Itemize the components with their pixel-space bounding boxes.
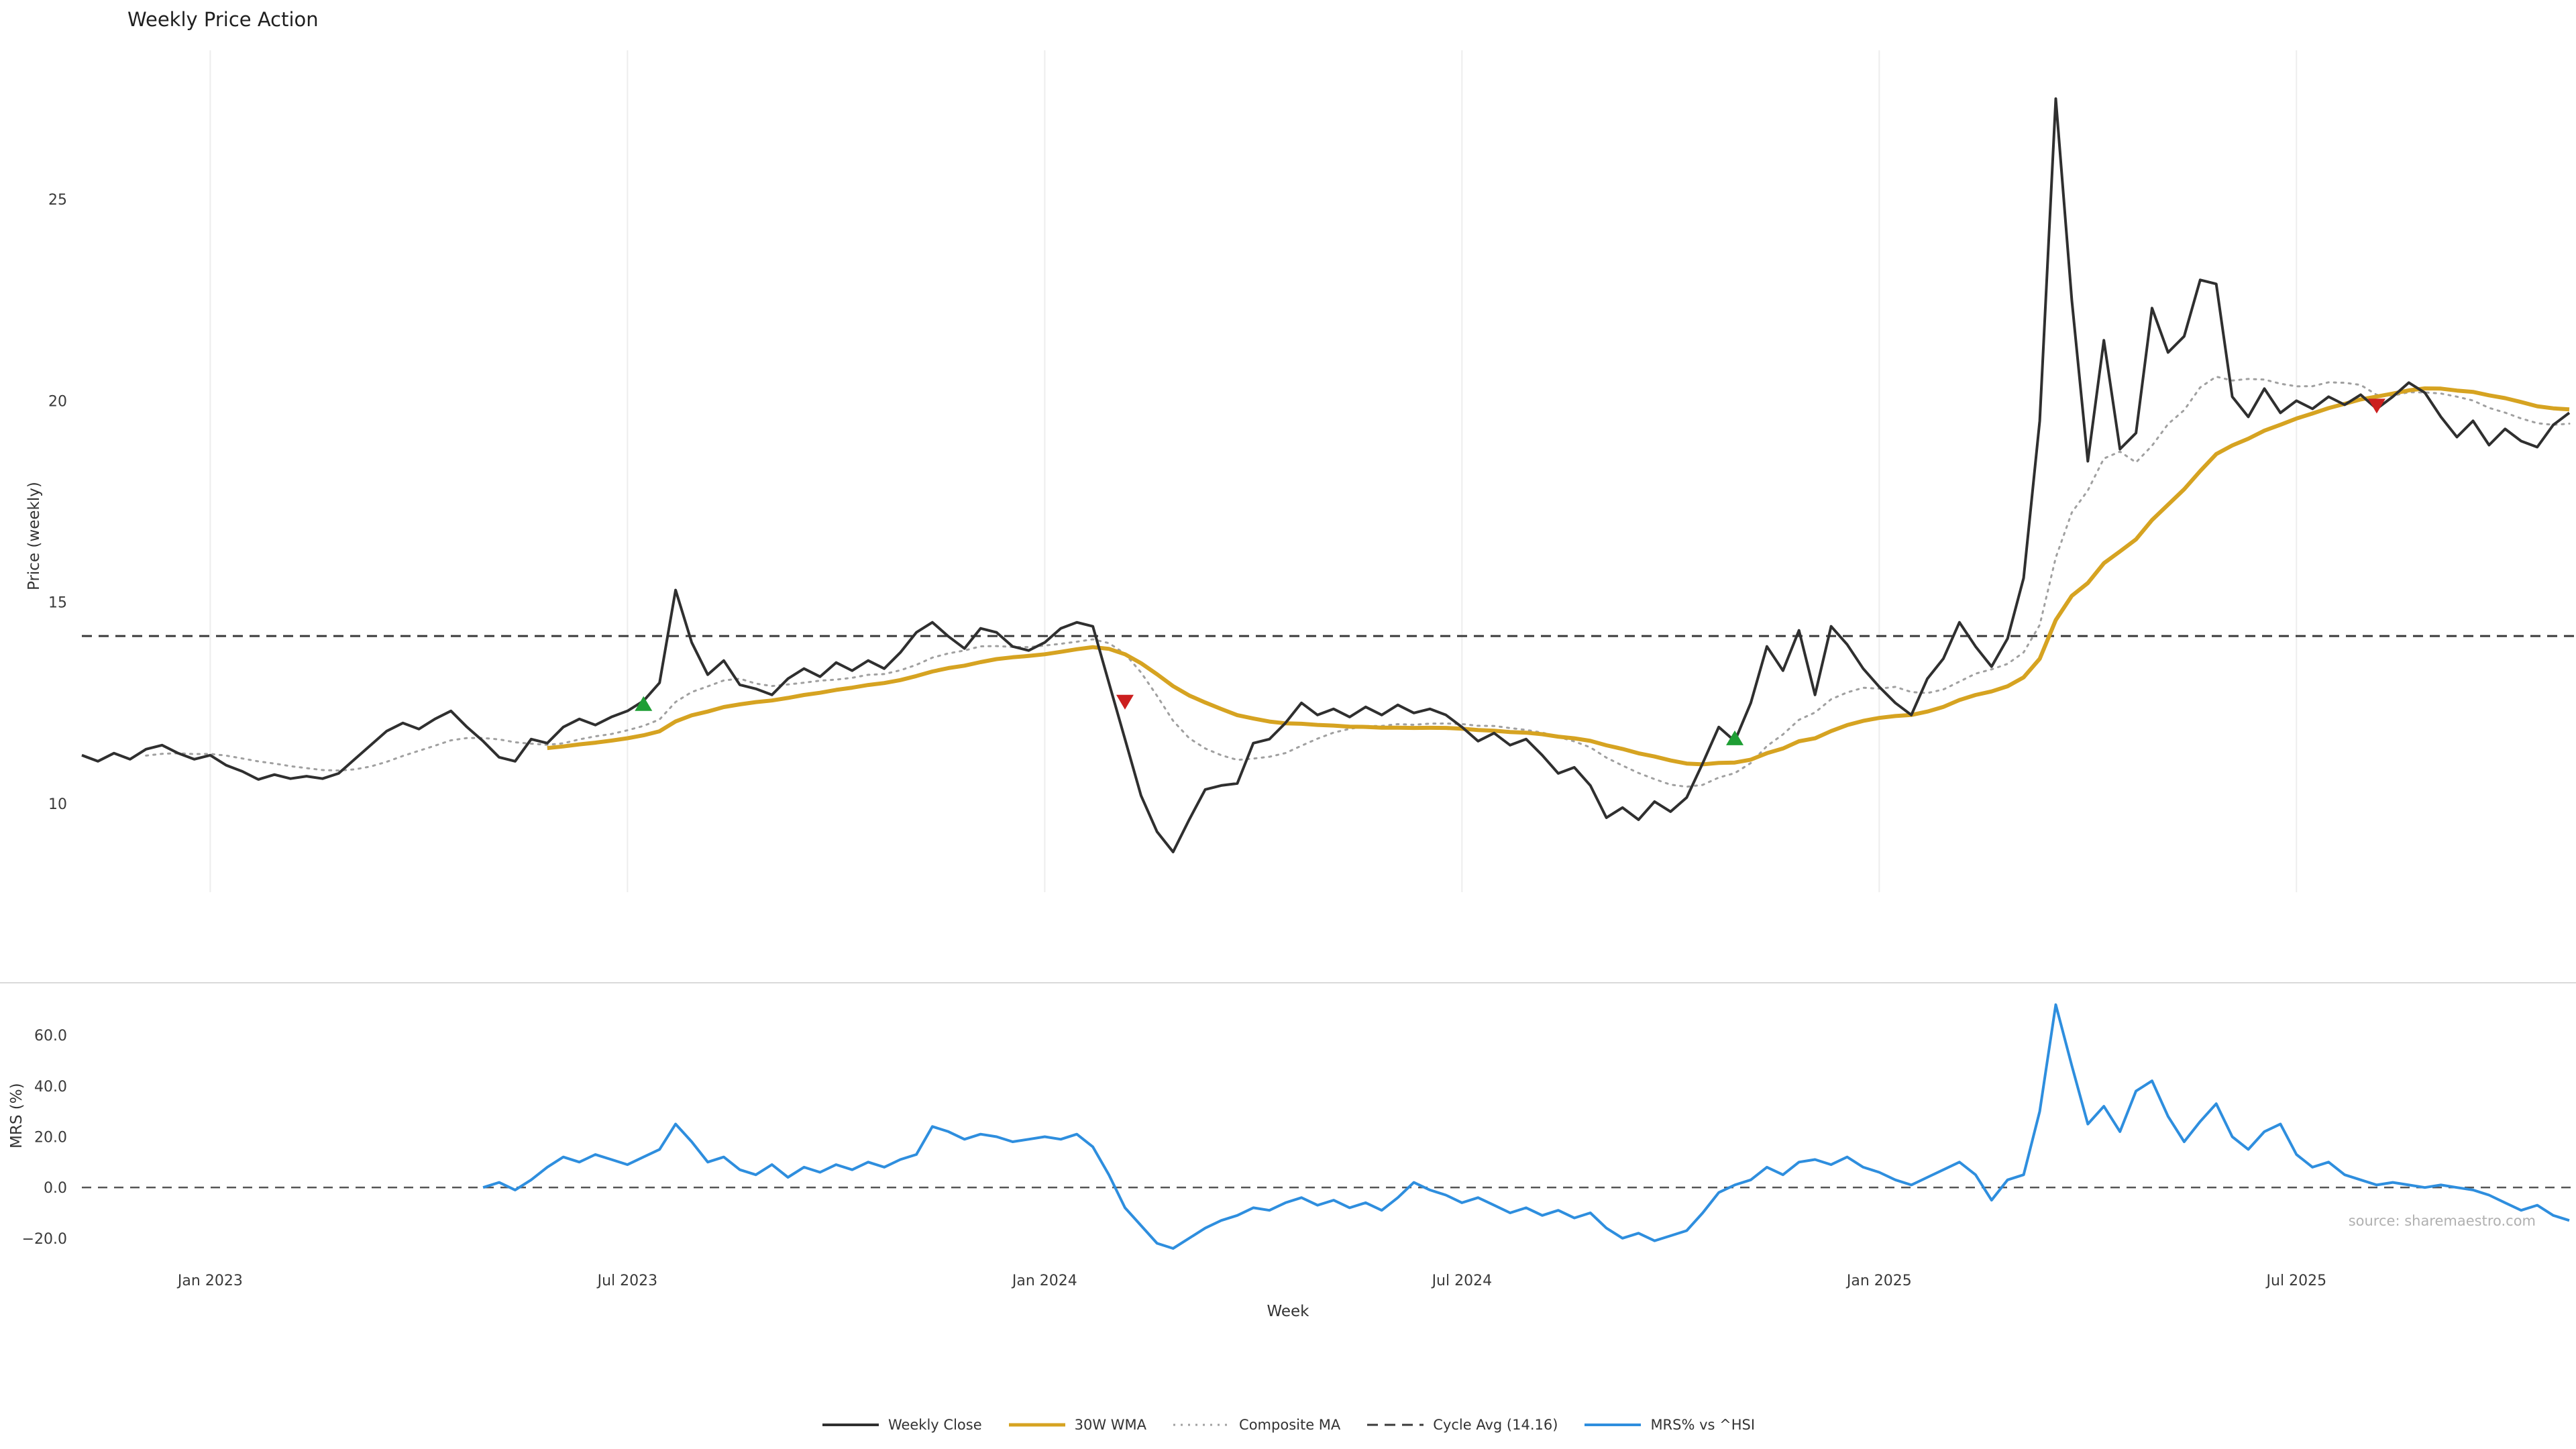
wma-swatch-icon: [1008, 1423, 1065, 1427]
legend-label: Cycle Avg (14.16): [1433, 1417, 1558, 1433]
weekly-close-line: [81, 97, 2571, 853]
mrs-tick-label: 40.0: [34, 1079, 67, 1095]
price-tick-label: 10: [48, 796, 67, 813]
legend-label: MRS% vs ^HSI: [1650, 1417, 1756, 1433]
mrs-tick-label: 60.0: [34, 1028, 67, 1044]
week-axis-label: Week: [1267, 1303, 1309, 1320]
legend-item-weekly-close: Weekly Close: [821, 1417, 982, 1433]
x-tick-label: Jan 2025: [1845, 1273, 1912, 1289]
wma-line: [547, 386, 2570, 767]
price-tick-label: 15: [48, 595, 67, 612]
x-tick-label: Jul 2023: [596, 1273, 658, 1289]
x-tick-label: Jul 2025: [2265, 1273, 2327, 1289]
chart-title: Weekly Price Action: [127, 8, 319, 31]
mrs-swatch-icon: [1585, 1424, 1642, 1426]
composite-ma-line: [145, 375, 2571, 788]
legend-item-mrs: MRS% vs ^HSI: [1583, 1417, 1755, 1433]
legend-item-wma: 30W WMA: [1008, 1417, 1146, 1433]
price-tick-label: 20: [48, 393, 67, 410]
mrs-tick-label: 20.0: [34, 1129, 67, 1146]
mrs-line: [482, 1003, 2570, 1250]
legend-label: Weekly Close: [888, 1417, 982, 1433]
composite-swatch-icon: [1173, 1424, 1230, 1426]
buy-marker: [635, 696, 653, 711]
x-tick-label: Jul 2024: [1431, 1273, 1493, 1289]
price-tick-label: 25: [48, 192, 67, 209]
cycle-avg-swatch-icon: [1367, 1424, 1424, 1426]
x-tick-label: Jan 2024: [1011, 1273, 1077, 1289]
sell-marker: [1116, 694, 1134, 710]
source-watermark: source: sharemaestro.com: [2348, 1213, 2536, 1229]
mrs-tick-label: −20.0: [22, 1231, 67, 1248]
mrs-axis-label: MRS (%): [8, 1083, 25, 1148]
legend-item-cycle-avg: Cycle Avg (14.16): [1366, 1417, 1558, 1433]
legend-item-composite: Composite MA: [1172, 1417, 1340, 1433]
legend-label: 30W WMA: [1074, 1417, 1147, 1433]
buy-marker: [1726, 730, 1744, 745]
weekly-close-swatch-icon: [822, 1424, 879, 1426]
sell-marker: [2367, 398, 2385, 414]
x-tick-label: Jan 2023: [176, 1273, 243, 1289]
legend: Weekly Close 30W WMA Composite MA Cycle …: [0, 1417, 2576, 1433]
legend-label: Composite MA: [1239, 1417, 1341, 1433]
mrs-tick-label: 0.0: [44, 1180, 67, 1197]
price-axis-label: Price (weekly): [25, 482, 43, 590]
